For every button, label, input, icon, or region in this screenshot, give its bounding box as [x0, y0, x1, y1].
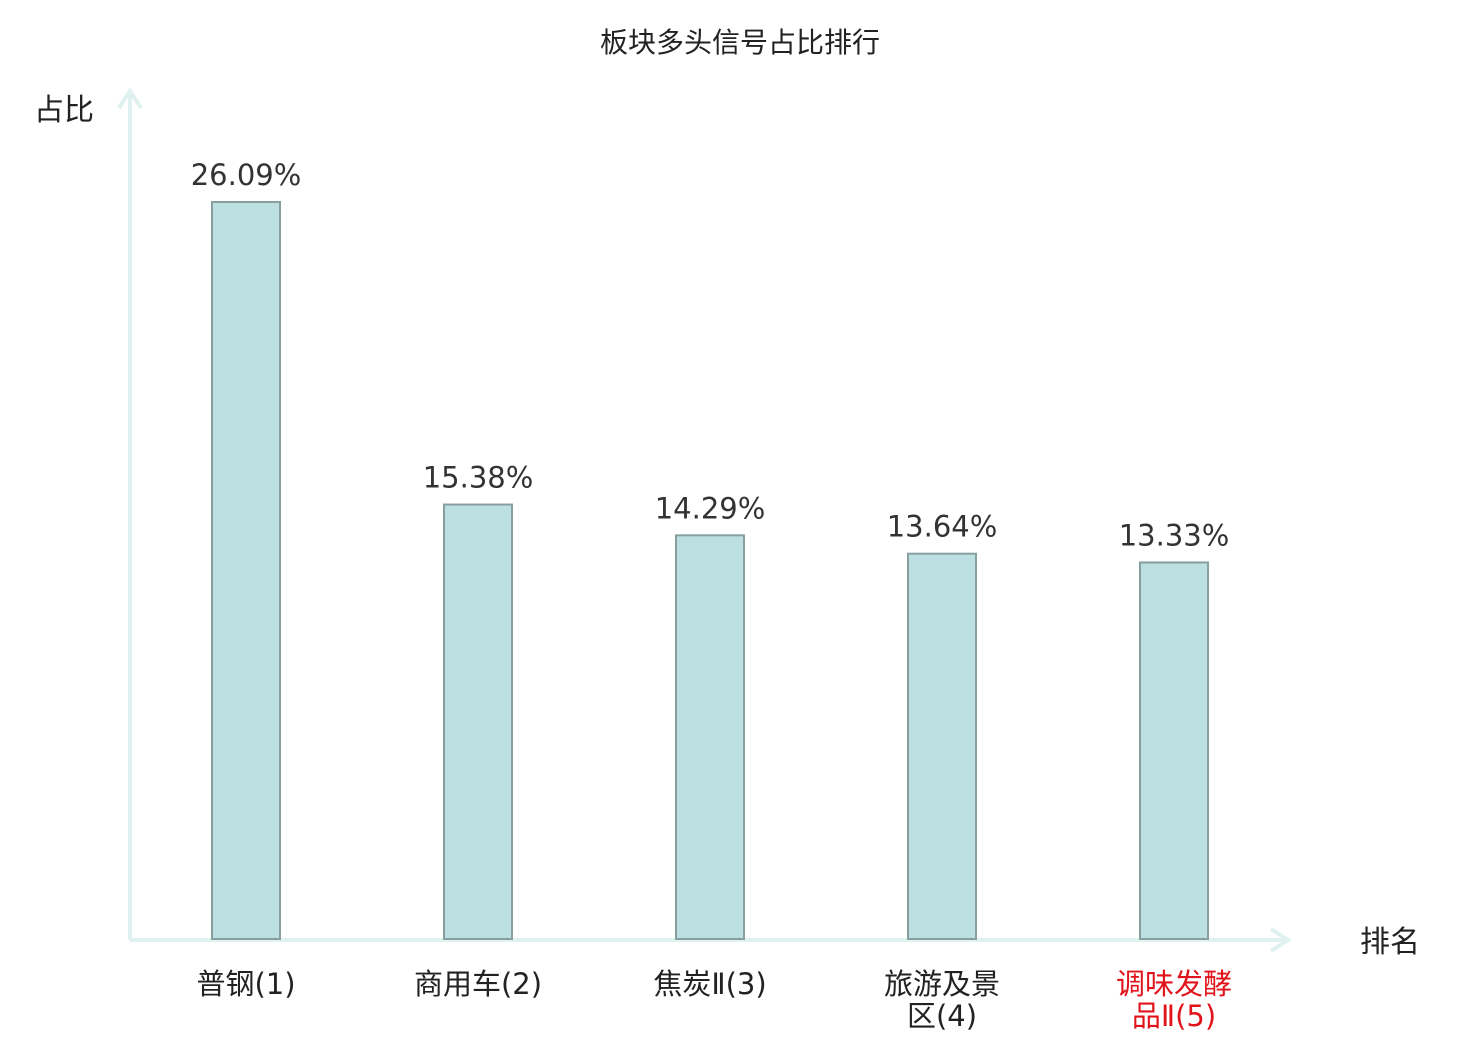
- value-label-1: 26.09%: [191, 158, 302, 192]
- chart-title: 板块多头信号占比排行: [600, 26, 880, 59]
- category-label-line: 焦炭Ⅱ(3): [653, 967, 766, 1001]
- bar-2: [443, 503, 513, 940]
- value-label-5: 13.33%: [1119, 518, 1230, 552]
- category-label-1: 普钢(1): [196, 967, 295, 1001]
- category-label-line: 旅游及景: [884, 967, 1000, 1001]
- category-label-line: 区(4): [907, 999, 977, 1033]
- axes: [117, 87, 1292, 953]
- value-label-2: 15.38%: [423, 461, 534, 495]
- category-label-3: 焦炭Ⅱ(3): [653, 967, 766, 1001]
- bar-4: [907, 552, 977, 940]
- x-axis-arrow-icon: [1269, 927, 1292, 953]
- y-axis-arrow-icon: [117, 87, 143, 110]
- category-label-2: 商用车(2): [414, 967, 542, 1001]
- bars: [211, 201, 1209, 940]
- bar-1: [211, 201, 281, 940]
- category-label-line: 品Ⅱ(5): [1132, 999, 1216, 1033]
- category-label-line: 商用车(2): [414, 967, 542, 1001]
- value-labels: 26.09% 15.38% 14.29% 13.64% 13.33%: [191, 158, 1230, 552]
- category-label-line: 普钢(1): [196, 967, 295, 1001]
- value-label-4: 13.64%: [887, 510, 998, 544]
- bar-3: [675, 534, 745, 940]
- category-label-5: 调味发酵品Ⅱ(5): [1116, 967, 1232, 1033]
- x-axis-label: 排名: [1360, 925, 1420, 960]
- y-axis-label: 占比: [34, 93, 94, 128]
- value-label-3: 14.29%: [655, 491, 766, 525]
- category-labels: 普钢(1) 商用车(2) 焦炭Ⅱ(3) 旅游及景区(4) 调味发酵品Ⅱ(5): [196, 967, 1232, 1033]
- category-label-4: 旅游及景区(4): [884, 967, 1000, 1033]
- category-label-line: 调味发酵: [1116, 967, 1232, 1001]
- bar-5: [1139, 561, 1209, 940]
